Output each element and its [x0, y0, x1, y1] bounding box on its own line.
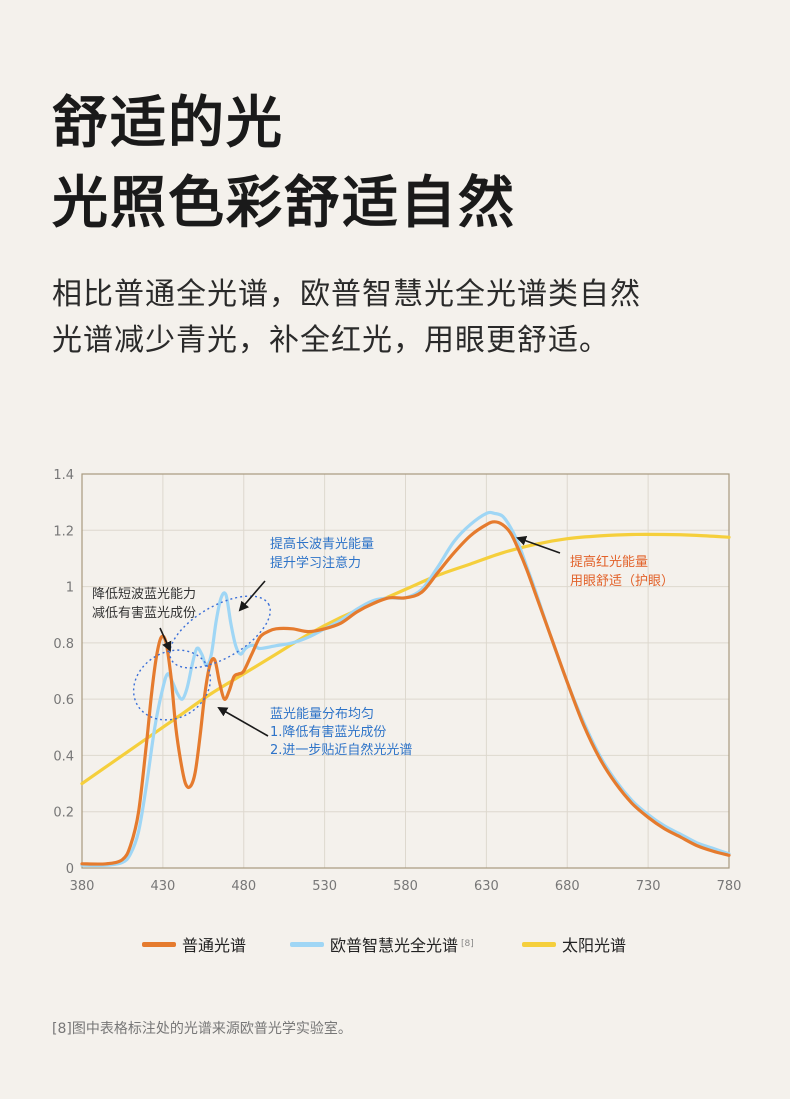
legend-label-normal: 普通光谱 — [182, 936, 247, 955]
series-line-normal — [80, 520, 731, 866]
annotation-red-line-1: 提高红光能量 — [570, 554, 648, 570]
x-tick-label: 780 — [717, 879, 742, 894]
annotation-uniform-line-2: 1.降低有害蓝光成份 — [270, 724, 386, 740]
annotation-red-line-2: 用眼舒适（护眼） — [570, 574, 674, 589]
y-tick-label: 1.2 — [53, 524, 74, 539]
spectrum-chart: 380 430 480 530 580 630 680 730 780 0 0.2 0.4 0.6 0.8… — [53, 468, 742, 894]
x-tick-label: 480 — [231, 879, 256, 894]
y-tick-label: 0.4 — [53, 749, 74, 764]
legend-reference-mark: [8] — [461, 939, 474, 949]
y-tick-label: 0.6 — [53, 693, 74, 708]
y-tick-label: 1 — [66, 581, 74, 596]
legend-label-sun: 太阳光谱 — [562, 936, 627, 955]
legend-swatch-sun — [522, 941, 556, 947]
series-line-sun — [80, 532, 731, 786]
x-tick-label: 730 — [636, 879, 661, 894]
annotation-arrow-short-blue — [159, 627, 172, 652]
legend-swatch-normal — [142, 941, 176, 947]
y-tick-label: 0.8 — [53, 637, 74, 652]
annotation-long-blue-line-2: 提升学习注意力 — [270, 555, 361, 571]
y-tick-label: 0 — [66, 862, 74, 877]
annotation-arrow-red — [516, 535, 561, 554]
annotation-short-blue-line-2: 减低有害蓝光成份 — [92, 605, 196, 621]
subtitle-line-1: 相比普通全光谱，欧普智慧光全光谱类自然 — [52, 277, 641, 312]
y-tick-label: 1.4 — [53, 468, 74, 483]
annotation-short-blue-line-1: 降低短波蓝光能力 — [92, 587, 196, 602]
annotation-arrow-long-blue — [238, 580, 266, 612]
annotation-ellipse-long-blue — [169, 595, 271, 669]
legend-item-opple: 欧普智慧光全光谱 [8] — [290, 932, 474, 956]
y-tick-label: 0.2 — [53, 806, 74, 821]
legend-item-sun: 太阳光谱 — [522, 932, 626, 956]
x-tick-label: 630 — [474, 879, 499, 894]
subtitle-line-2: 光谱减少青光，补全红光，用眼更舒适。 — [52, 323, 610, 358]
annotation-long-blue-line-1: 提高长波青光能量 — [270, 536, 374, 552]
annotation-arrow-uniform — [217, 707, 269, 737]
legend-label-opple: 欧普智慧光全光谱 — [330, 936, 459, 955]
x-tick-label: 430 — [150, 879, 175, 894]
headline-line-2: 光照色彩舒适自然 — [52, 171, 516, 236]
annotation-uniform-line-3: 2.进一步贴近自然光光谱 — [270, 742, 412, 758]
chart-legend: 普通光谱 欧普智慧光全光谱 [8] 太阳光谱 — [0, 932, 790, 956]
footnote: [8]图中表格标注处的光谱来源欧普光学实验室。 — [52, 1021, 352, 1037]
x-tick-label: 580 — [393, 879, 418, 894]
annotation-ellipse-short-blue — [132, 649, 212, 721]
x-tick-label: 380 — [70, 879, 95, 894]
legend-swatch-opple — [290, 941, 324, 947]
headline-line-1: 舒适的光 — [52, 91, 284, 156]
annotation-uniform-line-1: 蓝光能量分布均匀 — [270, 707, 374, 722]
plot-frame — [81, 473, 730, 869]
x-tick-label: 530 — [312, 879, 337, 894]
x-tick-label: 680 — [555, 879, 580, 894]
legend-item-normal: 普通光谱 — [142, 932, 246, 956]
